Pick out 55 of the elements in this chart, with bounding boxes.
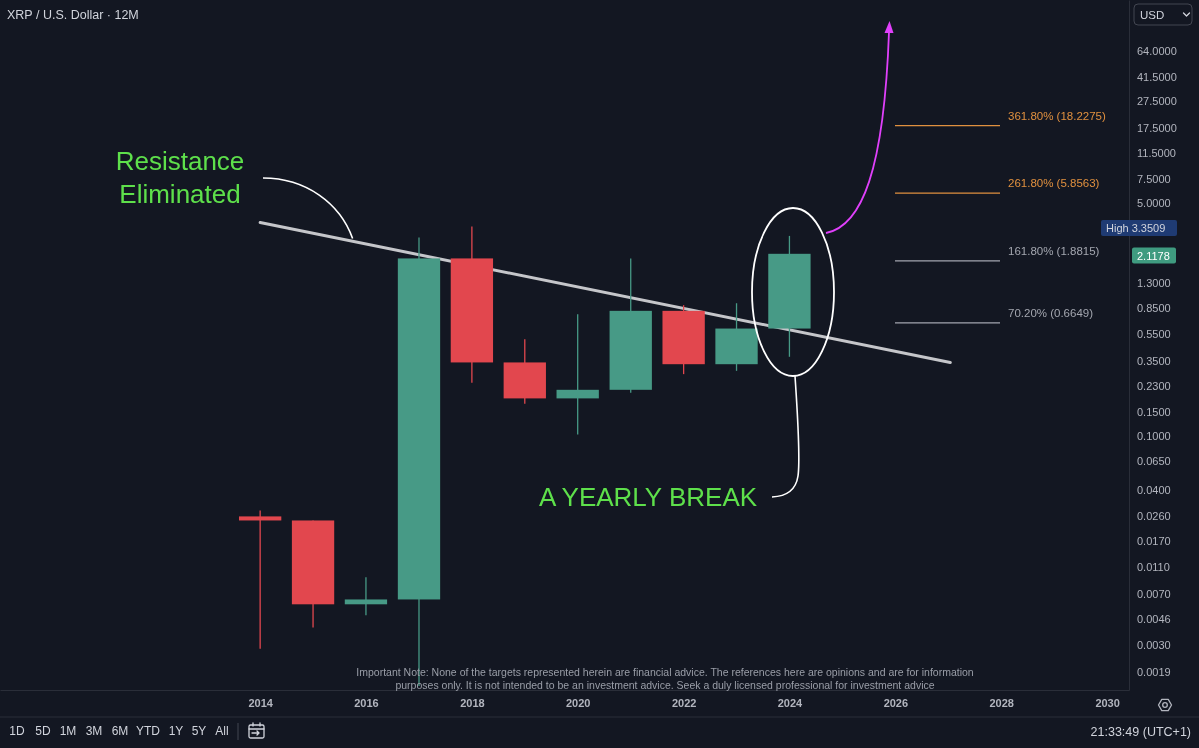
y-tick-label: 0.1500 <box>1137 405 1171 418</box>
x-tick-label: 2014 <box>248 696 274 709</box>
y-tick-label: 0.0650 <box>1137 455 1171 468</box>
y-tick-label: 27.5000 <box>1137 95 1177 108</box>
annotation: Resistance Eliminated <box>115 145 245 209</box>
text: 1Y <box>168 724 184 738</box>
currency-dropdown: USD <box>1133 3 1193 26</box>
y-tick-label: 1.3000 <box>1137 276 1171 289</box>
ref-line-label: 70.20% (0.6649) <box>1008 306 1094 319</box>
x-tick-label: 2020 <box>565 696 591 709</box>
text: 1M <box>59 724 77 738</box>
y-tick-label: 0.0030 <box>1137 638 1171 651</box>
ref-line-label: 361.80% (18.2275) <box>1008 109 1106 122</box>
y-tick-label: 0.3500 <box>1137 355 1171 368</box>
text: 3M <box>85 724 103 738</box>
text: 6M <box>111 724 129 738</box>
candlestick <box>556 313 599 436</box>
ref-line-label: 161.80% (1.8815) <box>1008 244 1100 257</box>
text: 5D <box>35 724 51 738</box>
y-tick-label: 0.0400 <box>1137 484 1171 497</box>
y-tick-label: 0.5500 <box>1137 328 1171 341</box>
y-tick-label: 5.0000 <box>1137 196 1171 209</box>
annotation: High 3.3509 <box>1106 222 1166 234</box>
x-tick-label: 2022 <box>671 696 697 709</box>
text: XRP / U.S. Dollar · 12M <box>7 7 139 22</box>
y-tick-label: 0.0019 <box>1137 665 1171 678</box>
y-tick-label: 0.0170 <box>1137 535 1171 548</box>
text: 2.1178 <box>1137 249 1170 262</box>
candlestick <box>344 576 388 617</box>
x-tick-label: 2028 <box>989 696 1014 709</box>
x-tick-label: 2018 <box>460 696 485 709</box>
y-tick-label: 0.1000 <box>1137 429 1171 442</box>
text: All <box>215 724 229 738</box>
y-tick-label: 7.5000 <box>1137 172 1171 185</box>
x-tick-label: 2016 <box>354 696 379 709</box>
y-tick-label: 0.2300 <box>1137 380 1171 393</box>
y-tick-label: 11.5000 <box>1137 147 1176 160</box>
y-tick-label: 41.5000 <box>1137 70 1177 83</box>
y-tick-label: 0.0110 <box>1137 561 1170 574</box>
text: 5Y <box>191 724 207 738</box>
y-tick-label: 0.0070 <box>1137 588 1171 601</box>
ref-line-label: 261.80% (5.8563) <box>1008 177 1100 190</box>
y-tick-label: 0.8500 <box>1137 302 1171 315</box>
y-tick-label: 0.0260 <box>1137 509 1171 522</box>
text: YTD <box>136 724 161 738</box>
y-tick-label: 0.0046 <box>1137 613 1171 626</box>
x-tick-label: 2024 <box>777 696 804 709</box>
text: 21:33:49 (UTC+1) <box>1090 724 1191 739</box>
x-tick-label: 2026 <box>883 696 909 709</box>
x-tick-label: 2030 <box>1095 696 1120 709</box>
y-tick-label: 17.5000 <box>1137 122 1177 135</box>
candlestick <box>238 509 282 650</box>
annotation: A YEARLY BREAK <box>538 482 758 512</box>
text: 1D <box>9 724 25 738</box>
y-tick-label: 64.0000 <box>1137 44 1177 57</box>
